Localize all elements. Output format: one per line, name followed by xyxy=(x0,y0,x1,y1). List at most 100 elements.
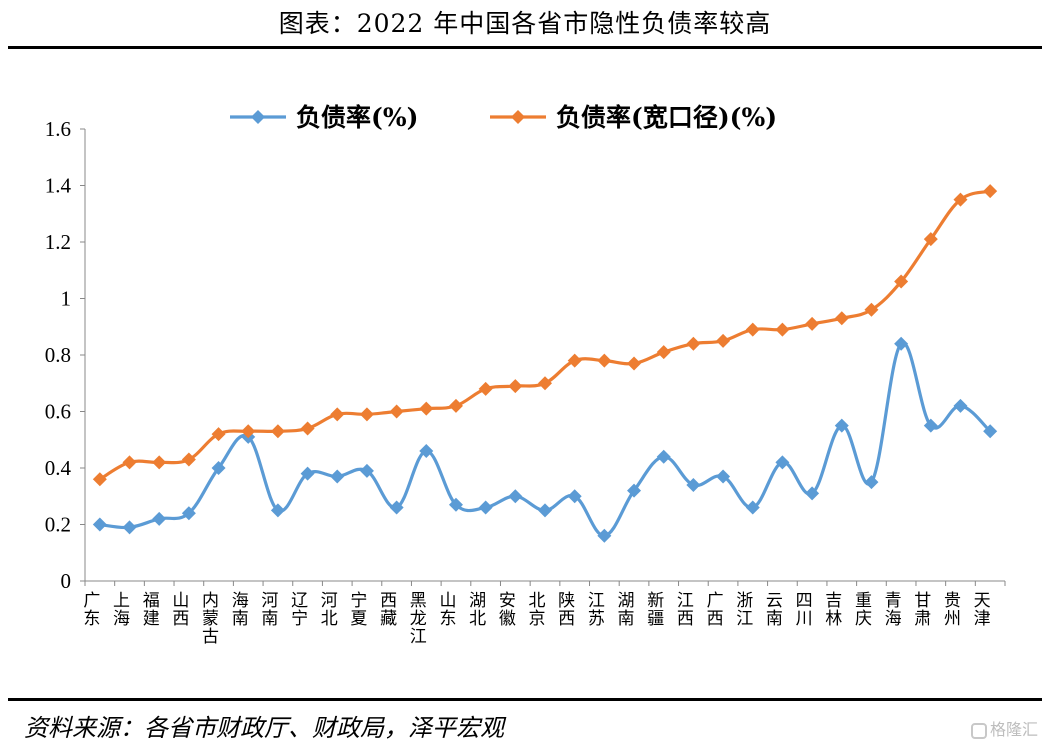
series-point xyxy=(181,506,196,521)
x-tick-char: 辽 xyxy=(291,591,308,611)
series-point xyxy=(627,356,642,371)
y-tick-label: 0.8 xyxy=(45,343,71,367)
series-point xyxy=(508,379,523,394)
series-point xyxy=(122,455,137,470)
series-point xyxy=(330,469,345,484)
series-point xyxy=(538,503,552,518)
x-tick-label: 黑龙江 xyxy=(410,591,427,647)
series-point xyxy=(152,511,167,526)
x-tick-char: 津 xyxy=(974,609,991,629)
x-tick-char: 古 xyxy=(202,627,219,647)
series-point xyxy=(181,452,196,467)
x-tick-char: 苏 xyxy=(588,609,605,629)
legend-label: 负债率(%) xyxy=(296,103,418,132)
x-tick-char: 北 xyxy=(529,591,546,611)
x-tick-char: 广 xyxy=(83,591,100,611)
x-tick-char: 京 xyxy=(529,609,546,629)
series-point xyxy=(923,418,938,433)
series-2 xyxy=(92,184,998,487)
x-tick-label: 福建 xyxy=(143,591,160,629)
series-point xyxy=(270,424,285,439)
x-tick-char: 藏 xyxy=(380,609,397,629)
x-tick-char: 南 xyxy=(618,609,635,629)
legend-swatch-marker xyxy=(251,110,265,124)
page-title: 图表：2022 年中国各省市隐性负债率较高 xyxy=(278,9,772,38)
x-tick-label: 辽宁 xyxy=(291,591,308,629)
x-tick-char: 江 xyxy=(410,627,427,647)
x-tick-label: 河北 xyxy=(321,591,338,629)
series-point xyxy=(775,322,790,337)
series-point xyxy=(745,500,760,515)
x-tick-char: 内 xyxy=(202,591,219,611)
series-point xyxy=(359,463,374,478)
series-point xyxy=(983,184,998,199)
x-tick-label: 甘肃 xyxy=(914,591,931,629)
series-point xyxy=(627,483,642,498)
series-point xyxy=(419,401,434,416)
plot-area xyxy=(92,184,998,543)
x-tick-char: 天 xyxy=(974,591,991,611)
x-tick-char: 山 xyxy=(172,591,189,611)
y-tick-label: 1.2 xyxy=(45,230,71,254)
source-note: 资料来源：各省市财政厅、财政局，泽平宏观 xyxy=(24,714,504,742)
series-point xyxy=(983,424,998,439)
x-tick-char: 云 xyxy=(766,591,783,611)
x-tick-char: 西 xyxy=(707,609,724,629)
watermark-logo-icon xyxy=(970,722,987,739)
x-tick-label: 重庆 xyxy=(855,591,872,629)
x-tick-label: 西藏 xyxy=(380,591,397,629)
x-tick-char: 湖 xyxy=(618,591,635,611)
series-point xyxy=(656,345,671,360)
x-tick-char: 江 xyxy=(736,609,753,629)
x-tick-label: 广西 xyxy=(707,591,724,629)
x-tick-label: 宁夏 xyxy=(350,591,367,629)
x-tick-char: 南 xyxy=(261,609,278,629)
series-point xyxy=(300,466,315,481)
series-point xyxy=(775,455,790,470)
series-point xyxy=(805,486,820,501)
x-tick-label: 吉林 xyxy=(825,591,842,629)
x-tick-char: 青 xyxy=(885,591,902,611)
watermark-text: 格隆汇 xyxy=(989,720,1038,739)
series-point xyxy=(834,311,849,326)
x-tick-label: 新疆 xyxy=(647,591,664,629)
x-tick-char: 宁 xyxy=(350,591,367,611)
x-tick-char: 建 xyxy=(143,609,160,629)
x-tick-char: 徽 xyxy=(499,609,516,629)
series-point xyxy=(567,353,582,368)
series-point xyxy=(686,477,701,492)
legend-label: 负债率(宽口径)(%) xyxy=(556,103,777,132)
series-1 xyxy=(92,336,998,543)
x-tick-char: 龙 xyxy=(410,609,427,629)
series-point xyxy=(211,461,226,475)
x-tick-char: 河 xyxy=(321,591,338,611)
series-line-2 xyxy=(99,189,991,481)
x-tick-char: 浙 xyxy=(736,591,753,611)
series-point xyxy=(122,520,137,535)
series-point xyxy=(478,381,493,396)
series-point xyxy=(389,500,404,515)
y-tick-label: 1.4 xyxy=(45,174,72,198)
footer-rule xyxy=(8,698,1042,701)
series-point xyxy=(300,421,315,436)
y-axis: 0 0.2 0.4 0.6 0.8 1 1.2 1.4 1.6 xyxy=(45,117,86,593)
x-tick-label: 海南 xyxy=(232,591,249,629)
series-point xyxy=(864,475,879,490)
series-point xyxy=(538,376,552,391)
series-point xyxy=(834,418,849,433)
x-tick-char: 上 xyxy=(113,591,130,611)
series-line-1 xyxy=(99,341,992,538)
x-tick-char: 北 xyxy=(469,609,486,629)
x-tick-label: 贵州 xyxy=(944,591,961,629)
legend-item-1: 负债率(%) xyxy=(230,103,418,132)
series-point xyxy=(567,489,582,504)
x-tick-label: 上海 xyxy=(113,591,130,629)
series-point xyxy=(448,497,463,512)
watermark: 格隆汇 xyxy=(970,716,1038,740)
x-tick-char: 黑 xyxy=(410,591,427,611)
x-tick-char: 东 xyxy=(439,609,456,629)
x-tick-char: 南 xyxy=(766,609,783,629)
x-tick-char: 甘 xyxy=(914,591,931,611)
legend: 负债率(%) 负债率(宽口径)(%) xyxy=(230,103,777,132)
series-point xyxy=(597,353,612,368)
